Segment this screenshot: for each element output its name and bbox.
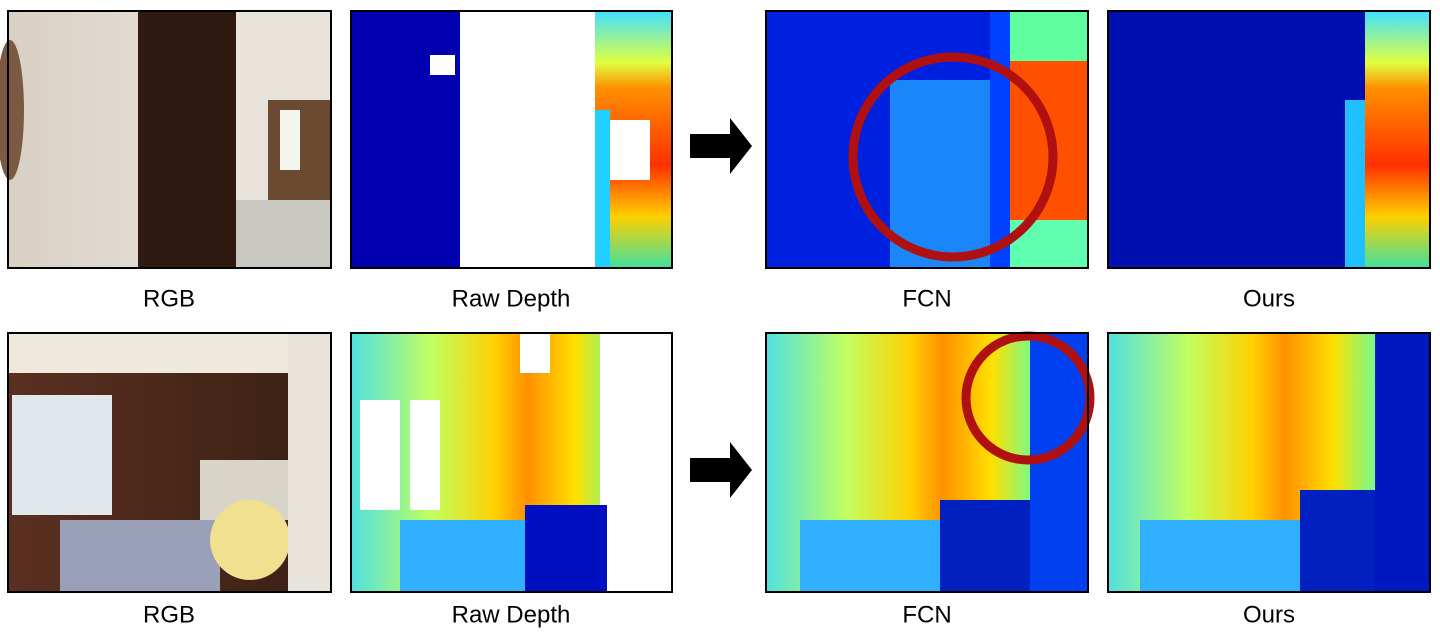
panel-rgb <box>7 332 332 593</box>
panel-raw-depth <box>350 10 673 269</box>
panel-ours <box>1107 10 1431 269</box>
panel-raw-depth <box>350 332 673 593</box>
panel-ours <box>1107 332 1431 593</box>
caption: RGB <box>143 601 195 628</box>
caption: RGB <box>143 285 195 312</box>
panel-rgb <box>0 10 332 269</box>
caption: Ours <box>1243 285 1295 312</box>
caption: FCN <box>902 601 951 628</box>
caption: Ours <box>1243 601 1295 628</box>
arrow <box>690 118 752 174</box>
caption: Raw Depth <box>452 285 571 312</box>
caption: FCN <box>902 285 951 312</box>
panel-fcn <box>765 331 1095 593</box>
caption: Raw Depth <box>452 601 571 628</box>
arrow <box>690 442 752 498</box>
panel-fcn <box>765 10 1089 269</box>
